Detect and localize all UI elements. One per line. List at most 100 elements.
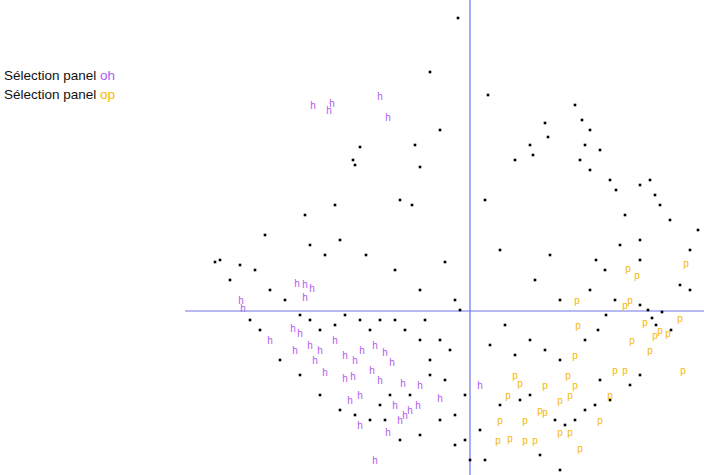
point (249, 319, 252, 322)
point (454, 414, 457, 417)
point (459, 309, 462, 312)
point: p (657, 325, 663, 336)
point: p (575, 320, 581, 331)
point: p (505, 390, 511, 401)
point (609, 179, 612, 182)
point (574, 419, 577, 422)
point: p (577, 443, 583, 454)
point (464, 439, 467, 442)
point: p (557, 395, 563, 406)
point (299, 314, 302, 317)
point: h (437, 393, 443, 404)
point (639, 259, 642, 262)
point (359, 319, 362, 322)
point (414, 144, 417, 147)
point (344, 314, 347, 317)
point (309, 244, 312, 247)
point (454, 299, 457, 302)
point (584, 144, 587, 147)
point: p (507, 433, 513, 444)
marks: hhhhhhhhhhhhhhhhhhhhhhhhhhhhhhhhhhhhhhhh… (214, 17, 700, 472)
point (339, 409, 342, 412)
legend-entry: Sélection panel oh (4, 68, 115, 83)
point: p (622, 300, 628, 311)
point: p (532, 435, 538, 446)
point: p (612, 365, 618, 376)
point: p (565, 370, 571, 381)
point: p (647, 345, 653, 356)
point (487, 94, 490, 97)
point (319, 329, 322, 332)
point (219, 259, 222, 262)
point (439, 419, 442, 422)
point (229, 279, 232, 282)
point (514, 354, 517, 357)
point (379, 404, 382, 407)
point (411, 204, 414, 207)
point (544, 122, 547, 125)
point: p (634, 270, 640, 281)
point (544, 349, 547, 352)
point (404, 329, 407, 332)
point (324, 254, 327, 257)
point: p (567, 427, 573, 438)
point: h (385, 112, 391, 123)
point (399, 199, 402, 202)
point (499, 404, 502, 407)
point (379, 319, 382, 322)
point (689, 249, 692, 252)
point: h (307, 340, 313, 351)
point: p (572, 380, 578, 391)
point (529, 144, 532, 147)
point: p (622, 365, 628, 376)
point (554, 419, 557, 422)
point (457, 17, 460, 20)
point (424, 319, 427, 322)
point: h (347, 395, 353, 406)
point: p (495, 435, 501, 446)
point (334, 324, 337, 327)
point: h (294, 278, 300, 289)
point (394, 319, 397, 322)
point: h (477, 380, 483, 391)
legend: Sélection panel oh Sélection panel op (4, 68, 115, 102)
point: h (302, 279, 308, 290)
point: h (372, 455, 378, 466)
point: h (372, 340, 378, 351)
point (369, 419, 372, 422)
point (339, 239, 342, 242)
point (419, 166, 422, 169)
point (564, 424, 567, 427)
point (589, 289, 592, 292)
point (499, 249, 502, 252)
point: p (497, 415, 503, 426)
point (429, 71, 432, 74)
point (519, 399, 522, 402)
point: h (297, 328, 303, 339)
point (309, 319, 312, 322)
point (484, 199, 487, 202)
point (614, 299, 617, 302)
point: p (522, 435, 528, 446)
point: h (359, 345, 365, 356)
point: p (607, 390, 613, 401)
point: p (517, 378, 523, 389)
point (539, 454, 542, 457)
point: p (625, 263, 631, 274)
point: h (322, 367, 328, 378)
point (439, 129, 442, 132)
point (419, 339, 422, 342)
point (504, 324, 507, 327)
point: p (652, 330, 658, 341)
point (579, 159, 582, 162)
point: p (542, 407, 548, 418)
point (599, 149, 602, 152)
point (269, 289, 272, 292)
x-axis-line (185, 310, 704, 311)
point: h (382, 347, 388, 358)
point (409, 394, 412, 397)
legend-entry: Sélection panel op (4, 87, 115, 102)
point (439, 339, 442, 342)
chart: hhhhhhhhhhhhhhhhhhhhhhhhhhhhhhhhhhhhhhhh… (0, 0, 704, 475)
point (532, 154, 535, 157)
